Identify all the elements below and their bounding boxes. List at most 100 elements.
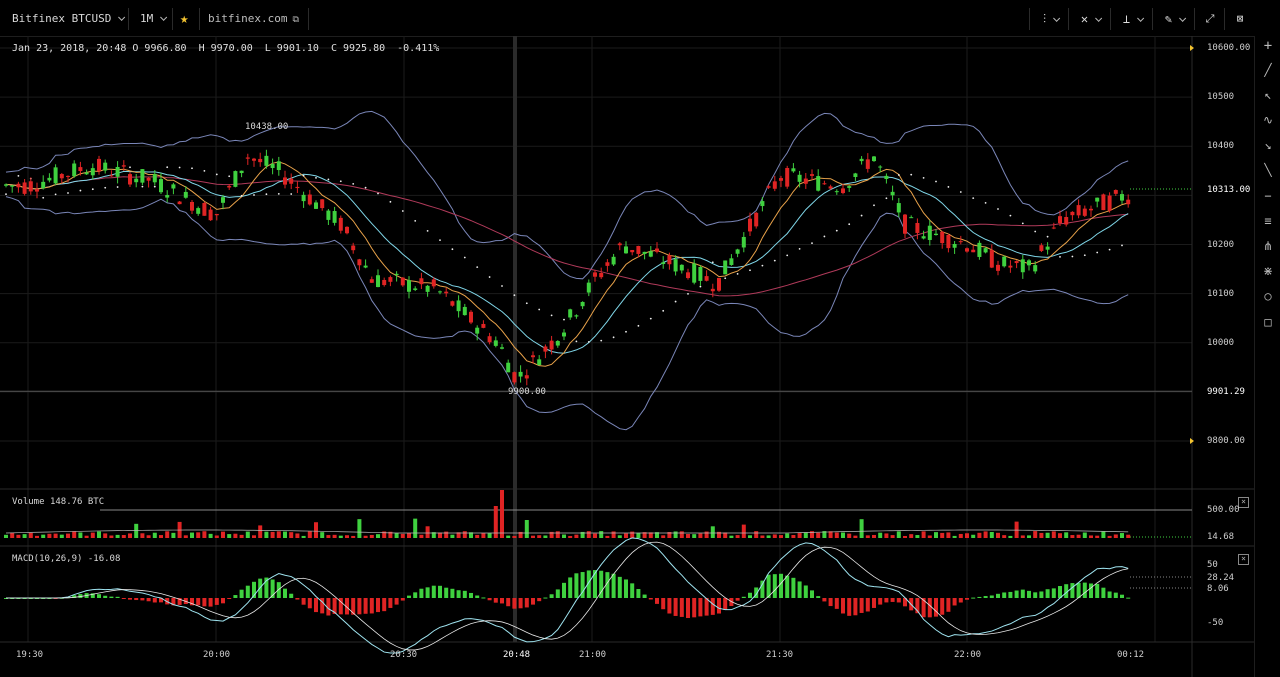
volume-bar bbox=[859, 519, 864, 538]
toolbar-divider bbox=[128, 8, 129, 30]
candle bbox=[673, 259, 678, 272]
volume-bar bbox=[667, 532, 672, 538]
ray-icon[interactable]: ↖ bbox=[1264, 88, 1272, 102]
sar-dot bbox=[302, 174, 305, 177]
sar-dot bbox=[228, 175, 231, 178]
sar-dot bbox=[5, 193, 7, 196]
candle bbox=[958, 241, 963, 243]
macd-histogram-bar bbox=[717, 598, 721, 614]
horizontal-line-icon[interactable]: − bbox=[1264, 189, 1272, 203]
price-chart[interactable] bbox=[0, 36, 1254, 677]
macd-histogram-bar bbox=[679, 598, 684, 617]
trendline-icon[interactable]: ╱ bbox=[1264, 63, 1272, 77]
volume-bar bbox=[921, 531, 926, 538]
volume-bar bbox=[47, 533, 52, 538]
candle bbox=[35, 189, 39, 192]
site-link[interactable]: bitfinex.com ⧉ bbox=[208, 8, 299, 30]
volume-bar bbox=[741, 524, 746, 538]
macd-histogram-bar bbox=[481, 597, 486, 599]
volume-bar bbox=[1033, 531, 1038, 538]
sar-dot bbox=[401, 210, 404, 212]
candle bbox=[425, 285, 430, 292]
sar-dot bbox=[339, 180, 342, 183]
bar-style-icon[interactable]: ⫶ bbox=[1036, 8, 1064, 30]
fib-icon[interactable]: ≡ bbox=[1264, 214, 1272, 228]
macd-histogram-bar bbox=[475, 595, 480, 598]
pen-icon[interactable]: ∿ bbox=[1262, 113, 1274, 127]
macd-histogram-bar bbox=[444, 587, 449, 598]
macd-histogram-bar bbox=[121, 598, 126, 599]
draw-icon[interactable]: ✎ bbox=[1160, 8, 1188, 30]
volume-bar bbox=[140, 533, 145, 538]
volume-bar bbox=[673, 531, 678, 538]
macd-title: MACD(10,26,9) bbox=[12, 554, 83, 564]
macd-histogram-bar bbox=[382, 598, 387, 612]
candle bbox=[927, 225, 932, 240]
volume-bar bbox=[847, 533, 852, 538]
volume-bar bbox=[1082, 532, 1087, 538]
sar-dot bbox=[451, 248, 454, 251]
candle bbox=[239, 170, 244, 174]
macd-histogram-bar bbox=[630, 583, 635, 598]
rectangle-icon[interactable]: □ bbox=[1264, 315, 1272, 329]
symbol-selector[interactable]: Bitfinex BTCUSD bbox=[12, 8, 122, 30]
candle bbox=[407, 280, 411, 292]
candle bbox=[586, 282, 591, 293]
macd-histogram-bar bbox=[190, 598, 194, 606]
macd-histogram-bar bbox=[661, 598, 666, 610]
gann-icon[interactable]: ⋇ bbox=[1262, 264, 1274, 278]
volume-bar bbox=[692, 534, 697, 538]
macd-histogram-bar bbox=[208, 598, 213, 607]
candle bbox=[357, 259, 362, 266]
candle bbox=[921, 236, 926, 239]
volume-bar bbox=[462, 531, 467, 538]
candle bbox=[1027, 260, 1031, 266]
legend-high-prefix: H bbox=[198, 43, 205, 54]
candle bbox=[84, 172, 89, 175]
volume-bar bbox=[940, 532, 945, 538]
volume-bar bbox=[208, 533, 213, 538]
volume-bar bbox=[617, 535, 622, 538]
macd-histogram-bar bbox=[741, 596, 746, 598]
fullscreen-icon[interactable]: ⤢ bbox=[1205, 12, 1215, 25]
pitchfork-icon[interactable]: ⋔ bbox=[1262, 239, 1274, 253]
volume-bar bbox=[1070, 535, 1075, 538]
macd-histogram-bar bbox=[1008, 591, 1013, 598]
interval-selector[interactable]: 1M bbox=[140, 8, 164, 30]
price-tick: 9800.00 bbox=[1207, 436, 1245, 446]
close-icon[interactable]: × bbox=[1238, 497, 1249, 508]
candle bbox=[741, 236, 746, 248]
arrow-icon[interactable]: ↘ bbox=[1264, 138, 1272, 152]
candle bbox=[1126, 199, 1131, 205]
compare-icon[interactable]: ⊥ bbox=[1118, 8, 1146, 30]
screenshot-icon[interactable]: ⊠ bbox=[1236, 12, 1244, 25]
candle bbox=[865, 159, 870, 169]
macd-histogram-bar bbox=[1076, 582, 1081, 598]
site-link-label: bitfinex.com bbox=[208, 12, 288, 25]
macd-histogram-bar bbox=[78, 594, 83, 598]
close-icon[interactable]: × bbox=[1238, 554, 1249, 565]
volume-bar bbox=[518, 531, 523, 538]
sar-dot bbox=[17, 174, 20, 177]
volume-bar bbox=[865, 535, 870, 538]
crosshair-icon[interactable]: + bbox=[1263, 38, 1273, 54]
volume-bar bbox=[59, 534, 64, 538]
macd-histogram-bar bbox=[363, 598, 368, 614]
toolbar-divider bbox=[199, 8, 200, 30]
volume-bar bbox=[357, 519, 362, 538]
volume-bar bbox=[1002, 535, 1007, 538]
star-icon[interactable]: ★ bbox=[180, 11, 189, 27]
circle-icon[interactable]: ○ bbox=[1264, 289, 1272, 303]
horizontal-line-icon[interactable]: ╲ bbox=[1264, 163, 1272, 177]
indicators-icon[interactable]: ✕ bbox=[1076, 8, 1104, 30]
volume-bar bbox=[22, 534, 27, 538]
sar-dot bbox=[141, 185, 144, 188]
candle bbox=[977, 242, 982, 257]
sar-dot bbox=[736, 273, 739, 275]
macd-histogram-bar bbox=[469, 592, 473, 598]
volume-bar bbox=[1039, 532, 1044, 538]
volume-bar bbox=[779, 535, 783, 538]
volume-bar bbox=[481, 533, 486, 538]
macd-histogram-bar bbox=[673, 598, 678, 616]
volume-bar bbox=[475, 534, 480, 538]
